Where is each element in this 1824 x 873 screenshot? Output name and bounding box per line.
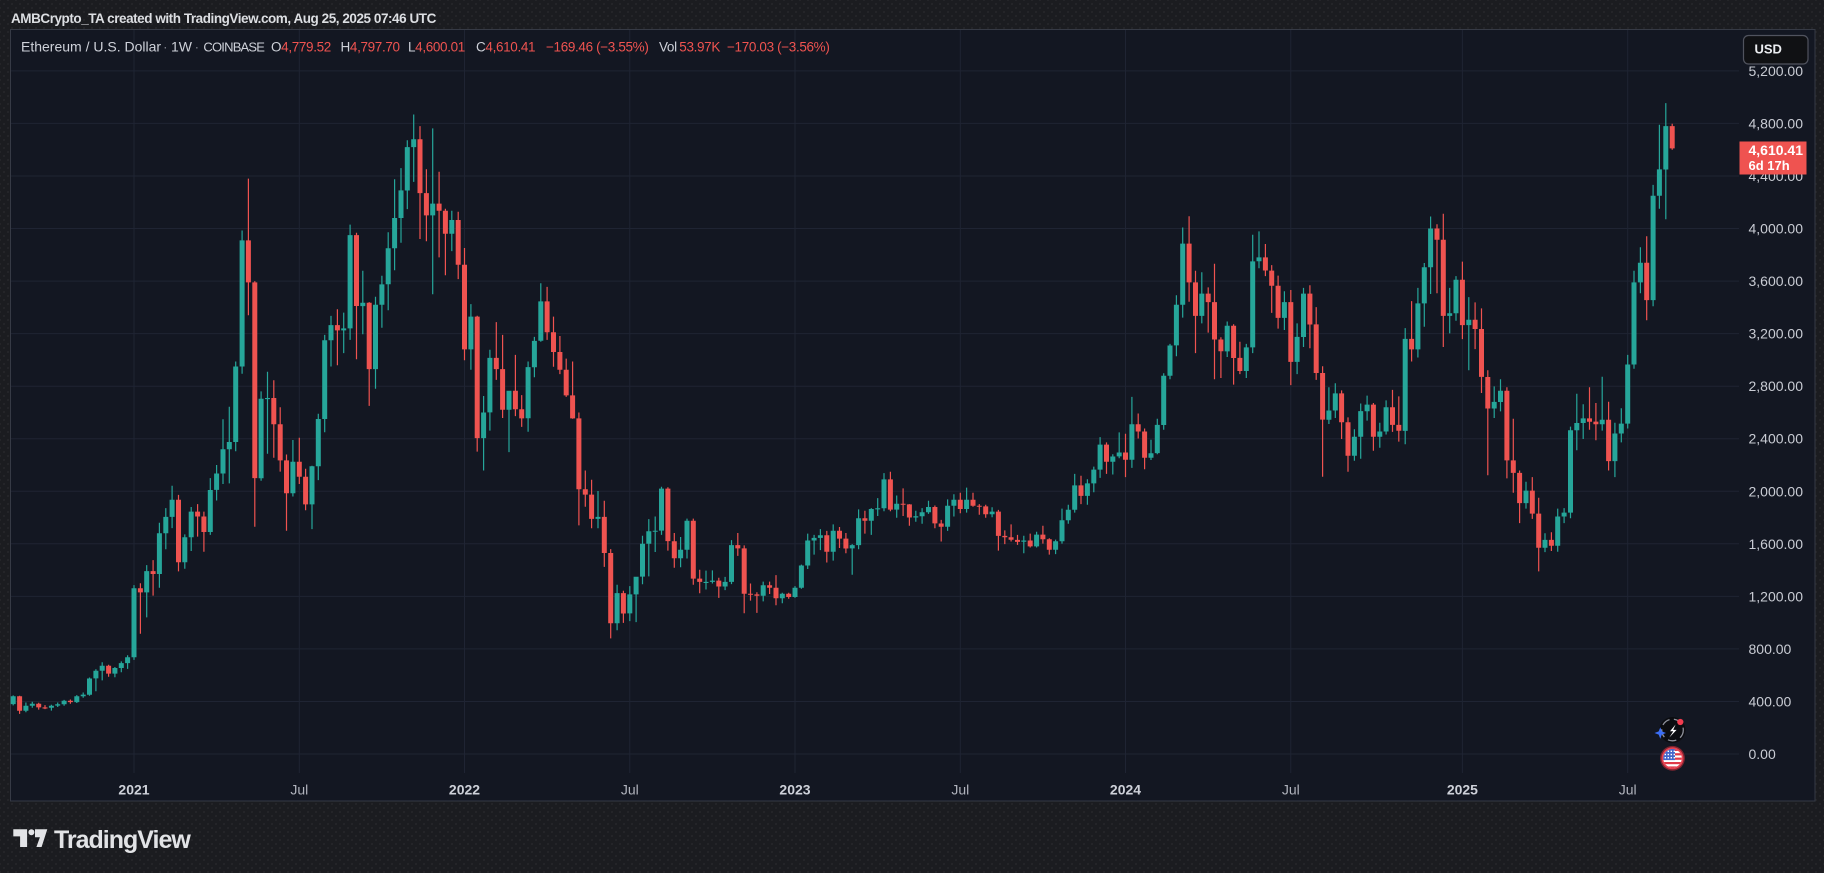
svg-text:Jul: Jul [1619,781,1637,797]
svg-text:2024: 2024 [1110,781,1141,797]
svg-text:Ethereum / U.S. Dollar: Ethereum / U.S. Dollar [21,39,161,55]
svg-text:4,000.00: 4,000.00 [1749,221,1804,237]
svg-text:TradingView: TradingView [54,826,191,854]
svg-text:4,800.00: 4,800.00 [1749,115,1804,131]
svg-text:·: · [163,39,168,55]
svg-text:400.00: 400.00 [1749,694,1792,710]
svg-text:1,200.00: 1,200.00 [1749,588,1804,604]
svg-text:2025: 2025 [1447,781,1478,797]
svg-text:2,000.00: 2,000.00 [1749,483,1804,499]
svg-text:H4,797.70: H4,797.70 [341,40,400,55]
svg-text:Jul: Jul [621,781,639,797]
svg-text:6d 17h: 6d 17h [1749,158,1790,173]
svg-text:COINBASE: COINBASE [203,40,265,55]
svg-text:C4,610.41: C4,610.41 [476,40,535,55]
svg-text:USD: USD [1755,42,1782,57]
svg-text:4,610.41: 4,610.41 [1749,142,1804,158]
svg-text:Jul: Jul [290,781,308,797]
svg-text:L4,600.01: L4,600.01 [408,40,465,55]
svg-text:2022: 2022 [449,781,480,797]
svg-text:53.97K: 53.97K [679,40,720,55]
svg-text:3,600.00: 3,600.00 [1749,273,1804,289]
svg-text:−169.46 (−3.55%): −169.46 (−3.55%) [546,40,648,55]
svg-text:0.00: 0.00 [1749,746,1776,762]
svg-text:2,800.00: 2,800.00 [1749,378,1804,394]
svg-text:2021: 2021 [118,781,149,797]
svg-text:2023: 2023 [779,781,810,797]
svg-text:1W: 1W [171,39,193,55]
svg-text:5,200.00: 5,200.00 [1749,63,1804,79]
svg-text:Jul: Jul [1282,781,1300,797]
svg-text:·: · [195,39,200,55]
svg-text:Jul: Jul [951,781,969,797]
svg-text:1,600.00: 1,600.00 [1749,536,1804,552]
svg-text:2,400.00: 2,400.00 [1749,431,1804,447]
svg-text:800.00: 800.00 [1749,641,1792,657]
svg-text:−170.03 (−3.56%): −170.03 (−3.56%) [727,40,829,55]
svg-text:O4,779.52: O4,779.52 [271,40,331,55]
svg-text:Vol: Vol [659,40,677,55]
svg-text:3,200.00: 3,200.00 [1749,326,1804,342]
svg-text:AMBCrypto_TA created with Trad: AMBCrypto_TA created with TradingView.co… [11,11,437,26]
